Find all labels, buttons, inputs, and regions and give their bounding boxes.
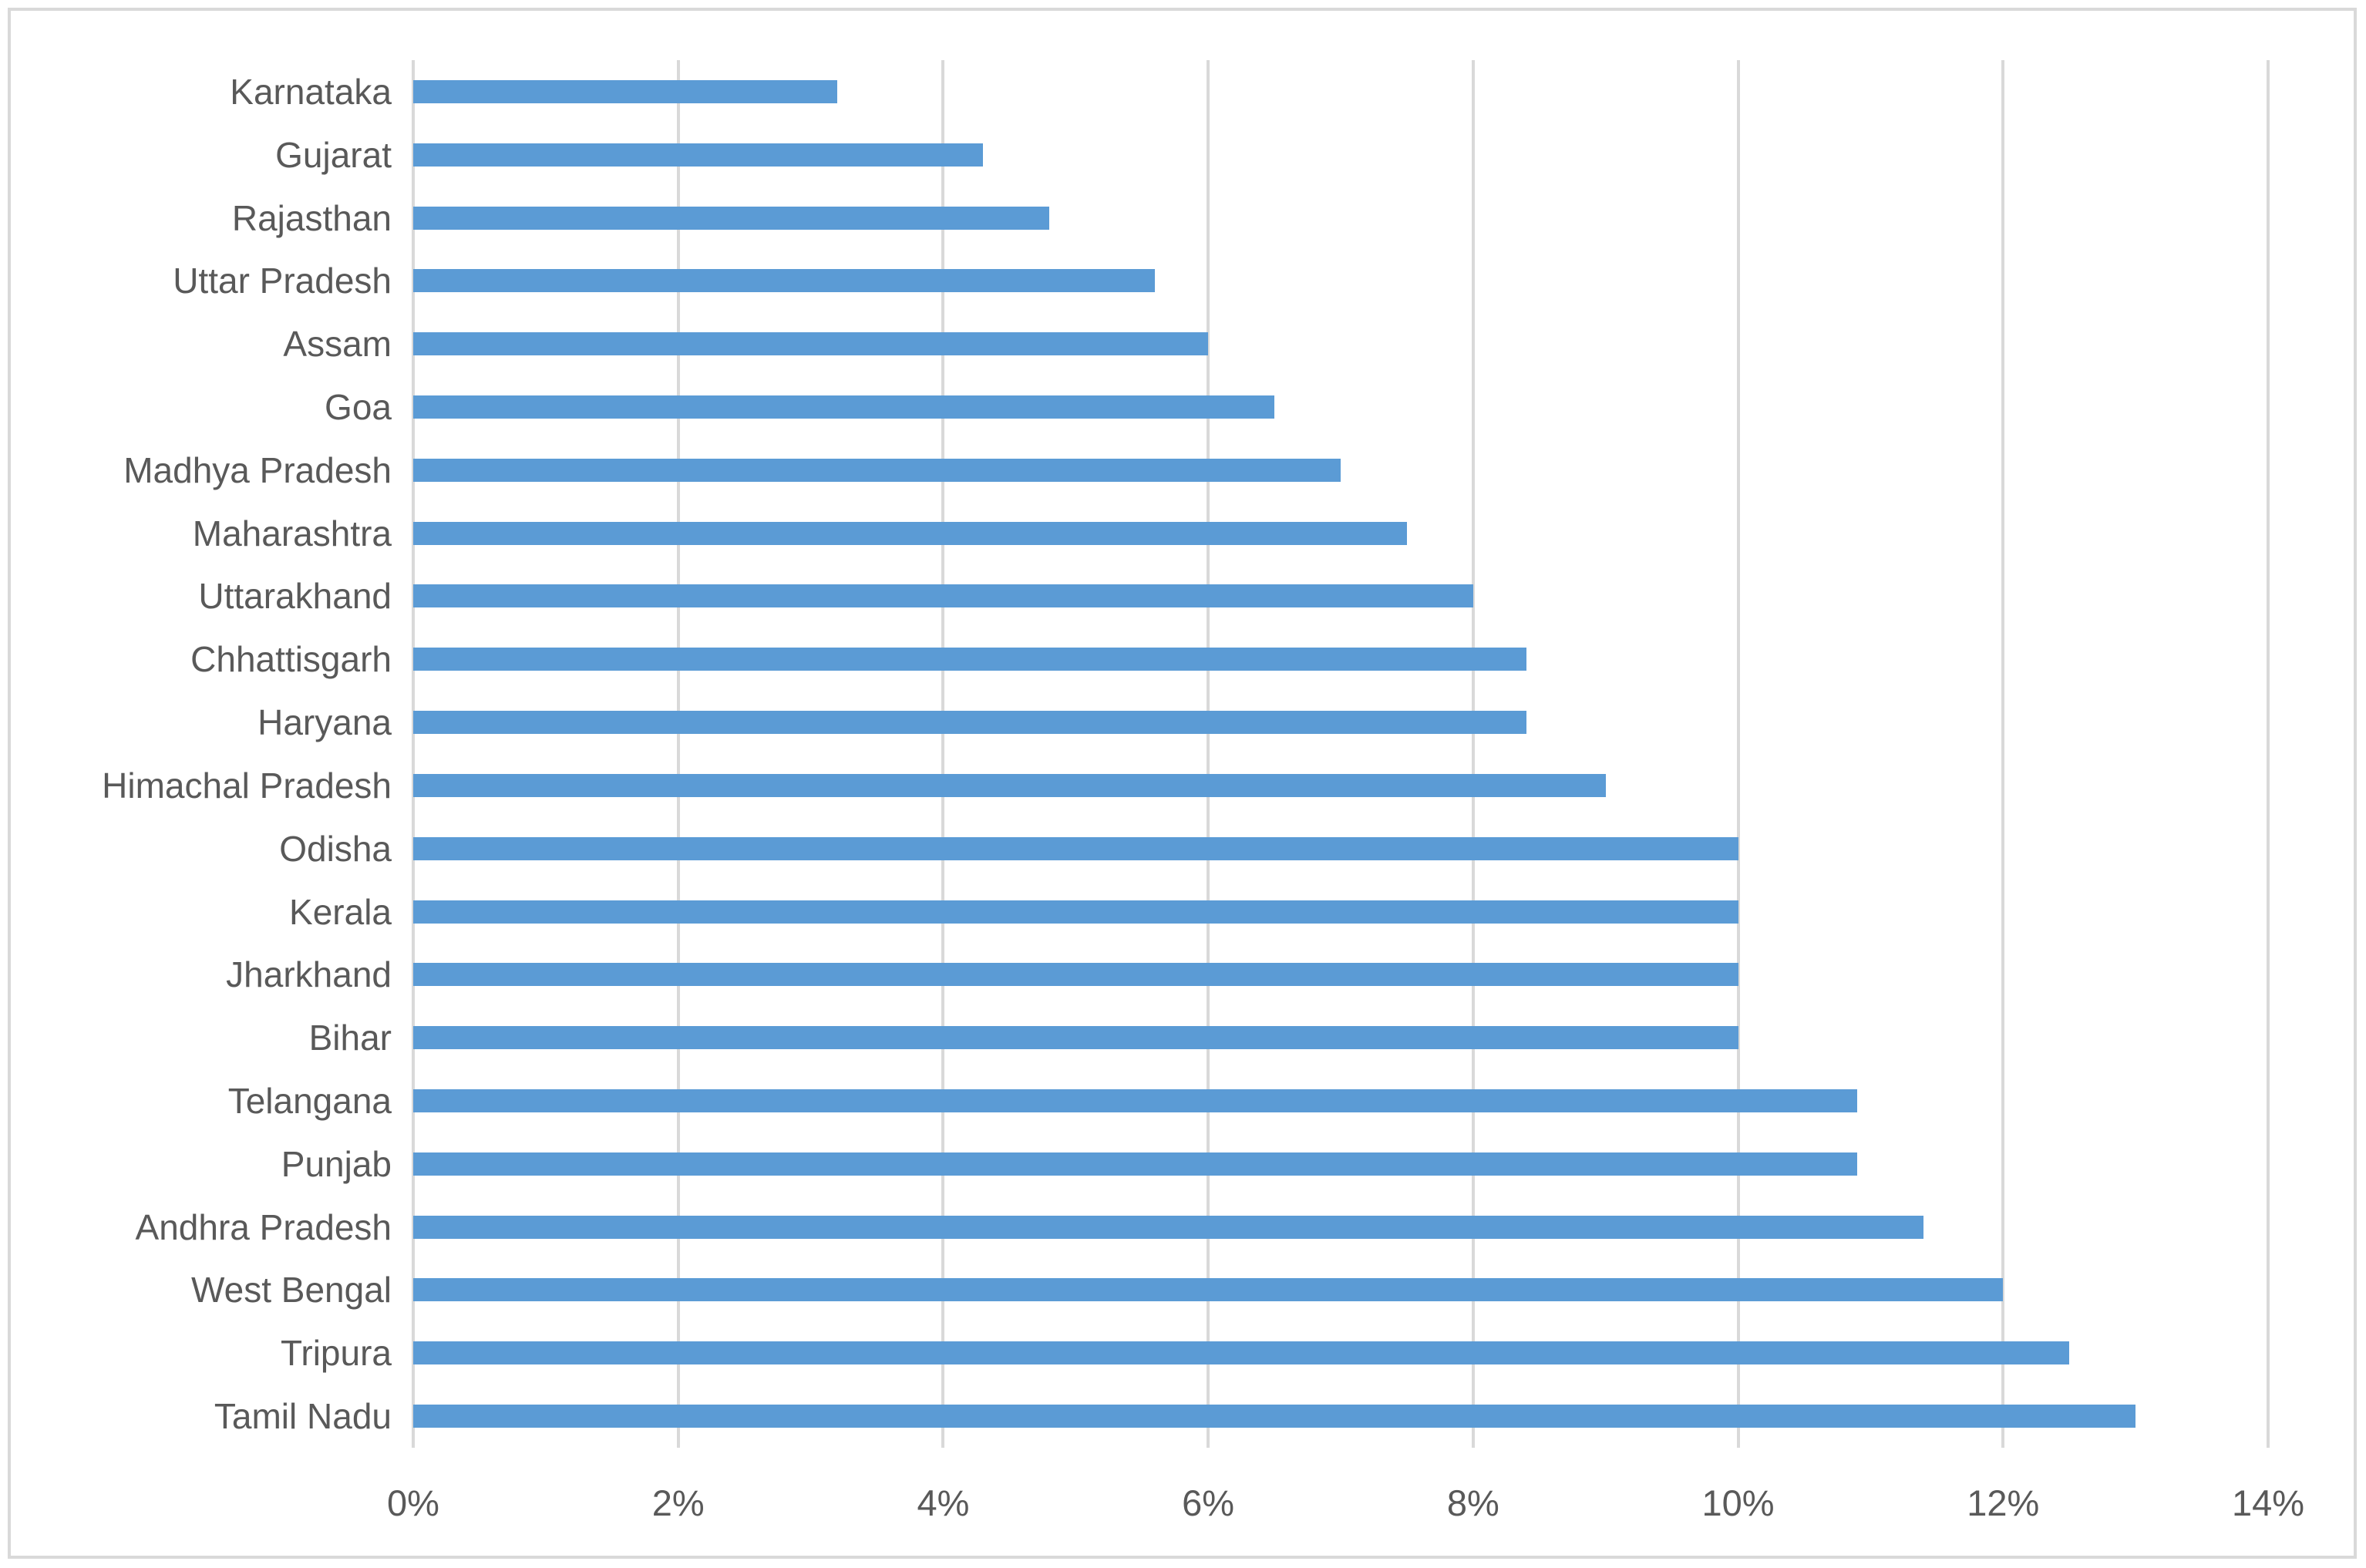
category-label-assam: Assam: [283, 324, 392, 365]
category-label-chhattisgarh: Chhattisgarh: [190, 639, 392, 680]
category-label-bihar: Bihar: [308, 1018, 392, 1058]
bar-west-bengal: [413, 1278, 2004, 1302]
bar-haryana: [413, 711, 1526, 735]
category-label-himachal-pradesh: Himachal Pradesh: [102, 765, 392, 806]
gridline: [941, 60, 945, 1448]
category-axis-line: [412, 60, 415, 1448]
category-label-telangana: Telangana: [227, 1080, 392, 1121]
category-label-tripura: Tripura: [281, 1333, 392, 1374]
value-axis: 0% 2% 4% 6% 8% 10% 12% 14%: [387, 1482, 2304, 1536]
category-label-haryana: Haryana: [257, 702, 392, 743]
category-label-west-bengal: West Bengal: [191, 1270, 392, 1311]
category-label-uttarakhand: Uttarakhand: [198, 576, 392, 617]
bar-punjab: [413, 1152, 1858, 1176]
bar-himachal-pradesh: [413, 773, 1606, 797]
category-label-madhya-pradesh: Madhya Pradesh: [123, 449, 392, 490]
category-label-kerala: Kerala: [289, 891, 392, 932]
category-label-goa: Goa: [325, 386, 392, 427]
bar-uttar-pradesh: [413, 269, 1156, 293]
bar-kerala: [413, 900, 1738, 924]
gridline: [2001, 60, 2005, 1448]
bar-telangana: [413, 1089, 1858, 1112]
bar-jharkhand: [413, 963, 1738, 987]
category-axis: Karnataka Gujarat Rajasthan Uttar Pradesh As…: [15, 60, 392, 1448]
x-tick-label: 8%: [1446, 1482, 1499, 1523]
category-label-odisha: Odisha: [279, 828, 392, 869]
x-tick-label: 4%: [917, 1482, 970, 1523]
category-label-punjab: Punjab: [281, 1143, 392, 1184]
category-label-karnataka: Karnataka: [230, 71, 392, 112]
bar-gujarat: [413, 143, 983, 167]
x-tick-label: 0%: [387, 1482, 439, 1523]
gridline: [1736, 60, 1740, 1448]
x-tick-label: 10%: [1701, 1482, 1775, 1523]
plot-area: [412, 60, 2270, 1448]
category-label-rajasthan: Rajasthan: [231, 197, 392, 238]
bar-rajasthan: [413, 206, 1049, 230]
bar-assam: [413, 332, 1209, 356]
category-label-tamil-nadu: Tamil Nadu: [214, 1396, 392, 1437]
bar-andhra-pradesh: [413, 1215, 1924, 1239]
gridline: [1471, 60, 1475, 1448]
bar-madhya-pradesh: [413, 458, 1341, 482]
category-label-andhra-pradesh: Andhra Pradesh: [135, 1206, 392, 1247]
category-label-jharkhand: Jharkhand: [226, 954, 392, 995]
bar-bihar: [413, 1026, 1738, 1050]
gridline: [1207, 60, 1210, 1448]
x-tick-label: 14%: [2231, 1482, 2305, 1523]
bar-chhattisgarh: [413, 648, 1526, 671]
bar-goa: [413, 395, 1275, 419]
bar-odisha: [413, 836, 1738, 860]
bar-tripura: [413, 1341, 2070, 1365]
bar-uttarakhand: [413, 584, 1473, 608]
gridline: [676, 60, 680, 1448]
bar-maharashtra: [413, 521, 1407, 545]
category-label-gujarat: Gujarat: [275, 134, 392, 175]
category-label-uttar-pradesh: Uttar Pradesh: [173, 261, 392, 301]
x-tick-label: 6%: [1182, 1482, 1235, 1523]
category-label-maharashtra: Maharashtra: [192, 513, 392, 554]
x-tick-label: 2%: [651, 1482, 705, 1523]
x-tick-label: 12%: [1967, 1482, 2040, 1523]
bar-karnataka: [413, 79, 837, 103]
bar-tamil-nadu: [413, 1405, 2136, 1428]
gridline: [2267, 60, 2270, 1448]
